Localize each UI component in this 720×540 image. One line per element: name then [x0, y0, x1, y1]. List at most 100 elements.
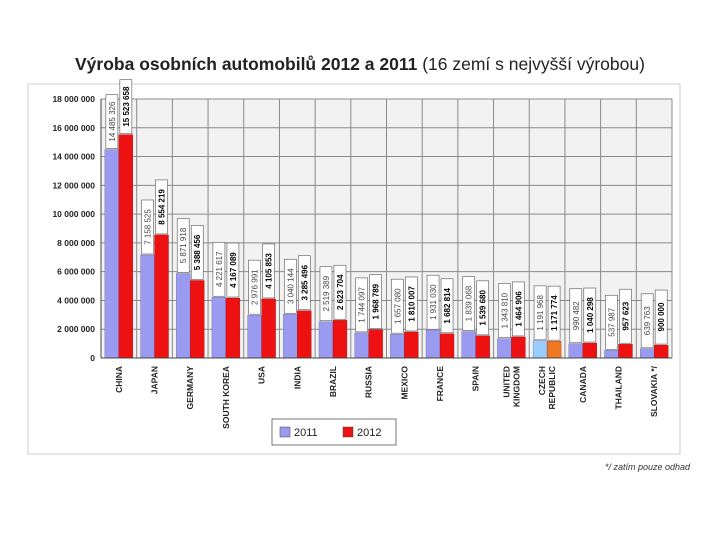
bar-2012	[511, 336, 526, 359]
label-2012-box	[297, 255, 311, 311]
bar-2012	[118, 134, 133, 359]
bar-2011	[568, 343, 583, 359]
label-2012: 1 810 007	[407, 286, 416, 322]
label-2011: 1 931 030	[429, 284, 438, 320]
label-2012: 1 171 774	[550, 295, 559, 331]
label-2012-box	[262, 243, 275, 299]
x-category-label: MEXICO	[399, 366, 409, 400]
x-category-label: JAPAN	[150, 366, 160, 394]
label-2011: 4 221 617	[215, 251, 224, 287]
x-category-label: BRAZIL	[328, 366, 338, 397]
label-2011: 639 763	[643, 306, 652, 335]
label-2012-box	[440, 278, 454, 334]
label-2011: 1 343 810	[500, 292, 509, 328]
chart-title: Výroba osobních automobilů 2012 a 2011 (…	[75, 52, 675, 76]
y-tick-label: 8 000 000	[57, 238, 95, 248]
label-2011-box	[498, 283, 511, 338]
label-2012-box	[476, 280, 490, 336]
label-2012-box	[405, 276, 418, 332]
label-2011-box	[283, 258, 297, 314]
x-category-label: SLOVAKIA */	[649, 365, 659, 417]
bar-2011	[247, 315, 262, 359]
label-2011: 2 976 991	[251, 269, 260, 305]
label-2011-box	[212, 241, 226, 297]
label-2012: 957 623	[621, 301, 630, 330]
label-2012-box	[119, 79, 133, 134]
label-2012-box	[512, 281, 525, 337]
bar-2012	[261, 298, 276, 359]
bar-2011	[604, 350, 619, 359]
legend-swatch-2011	[279, 426, 291, 438]
legend-box	[271, 418, 397, 446]
bar-2012	[297, 310, 312, 359]
x-category-label: GERMANY	[185, 366, 195, 410]
x-category-label: THAILAND	[613, 366, 623, 409]
label-2011: 1 657 080	[393, 288, 402, 324]
label-2012: 3 285 496	[300, 264, 309, 300]
label-2011-box	[533, 285, 547, 341]
label-2011: 1 744 097	[358, 287, 367, 323]
legend-swatch-2012	[342, 426, 354, 438]
bar-2012	[154, 234, 169, 359]
y-tick-label: 6 000 000	[57, 267, 95, 277]
label-2011-box	[569, 288, 583, 344]
bar-2011	[354, 332, 369, 359]
bar-2011	[176, 273, 191, 359]
label-2012: 15 523 658	[122, 86, 131, 127]
label-2011: 3 040 144	[286, 268, 295, 304]
label-2012-box	[190, 225, 204, 280]
label-2012: 1 968 789	[372, 283, 381, 319]
legend: 2011 2012	[271, 418, 397, 446]
label-2011-box	[355, 277, 368, 333]
bar-2012	[368, 329, 383, 359]
label-2012: 1 682 814	[443, 287, 452, 323]
bar-2011	[532, 340, 548, 359]
label-2011-box	[141, 199, 154, 255]
x-category-label: INDIA	[292, 366, 302, 389]
y-tick-label: 2 000 000	[57, 324, 95, 334]
label-2012-box	[583, 287, 597, 343]
x-category-label: CZECH	[537, 366, 547, 395]
x-category-label: CANADA	[578, 366, 588, 403]
bar-2011	[497, 338, 512, 359]
y-tick-label: 16 000 000	[52, 123, 95, 133]
bar-2012	[582, 342, 597, 359]
label-2011: 5 871 918	[179, 227, 188, 263]
y-tick-label: 12 000 000	[52, 180, 95, 190]
label-2011: 14 485 326	[108, 101, 117, 142]
bar-2011	[104, 149, 119, 359]
bar-2012	[546, 340, 562, 359]
label-2011: 1 839 068	[465, 285, 474, 321]
bar-2012	[332, 320, 348, 359]
x-category-label: FRANCE	[435, 366, 445, 402]
label-2011-box	[319, 266, 333, 322]
label-2011-box	[176, 218, 190, 273]
label-2012: 2 623 704	[336, 274, 345, 310]
label-2011: 2 519 389	[322, 275, 331, 311]
y-tick-label: 0	[90, 353, 95, 363]
x-category-label: REPUBLIC	[547, 366, 557, 409]
chart-title-sub: (16 zemí s nejvyšší výrobou)	[422, 54, 645, 74]
label-2012: 4 167 089	[229, 252, 238, 288]
chart-title-main: Výroba osobních automobilů 2012 a 2011	[75, 54, 418, 74]
bar-2011	[140, 254, 155, 359]
bar-2011	[640, 348, 655, 359]
label-2012: 8 554 219	[158, 189, 167, 225]
value-labels-layer: 14 485 326 15 523 658 7 158 525 8 554 219 5 …	[105, 79, 668, 350]
label-2012: 5 388 456	[193, 234, 202, 270]
bar-2011	[425, 330, 441, 359]
y-tick-label: 18 000 000	[52, 94, 95, 104]
bar-2012	[439, 333, 455, 359]
bar-2012	[654, 344, 669, 359]
axis-layer: 0 2 000 000 4 000 000 6 000 000 8 000 000 10 …	[52, 94, 672, 429]
label-2012: 4 105 853	[265, 253, 274, 289]
label-2011-box	[105, 94, 119, 149]
label-2011: 990 482	[572, 301, 581, 330]
label-2012-box	[155, 179, 168, 235]
label-2011-box	[640, 293, 654, 349]
label-2011-box	[248, 259, 261, 315]
label-2012-box	[547, 285, 561, 341]
bar-2012	[618, 344, 633, 359]
